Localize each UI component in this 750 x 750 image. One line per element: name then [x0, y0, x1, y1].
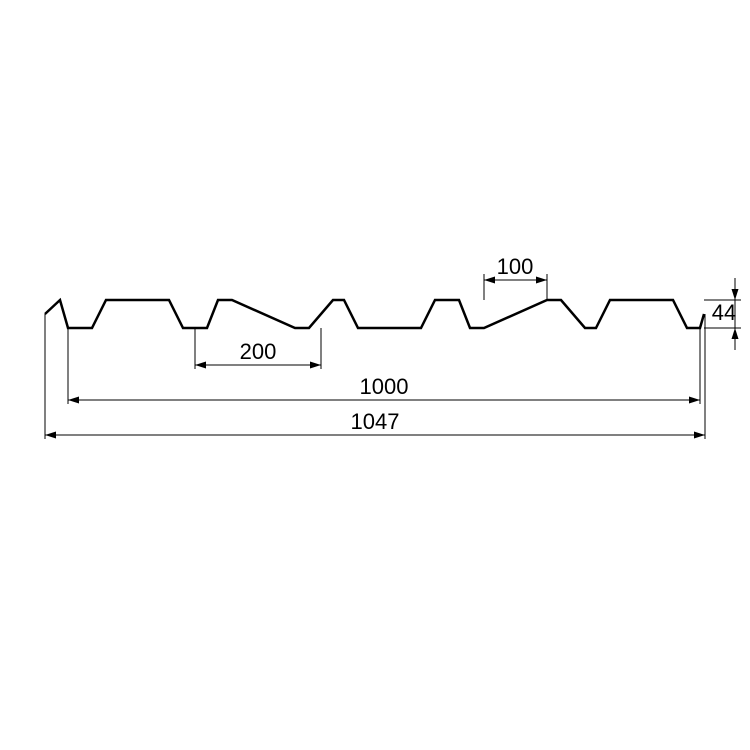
profile-cross-section [45, 300, 704, 328]
dim-value-pitch: 200 [240, 339, 277, 364]
dim-value-depth: 44 [712, 300, 736, 325]
dim-value-top-flat: 100 [497, 254, 534, 279]
dim-value-total-width: 1047 [351, 409, 400, 434]
dim-value-effective-width: 1000 [360, 374, 409, 399]
